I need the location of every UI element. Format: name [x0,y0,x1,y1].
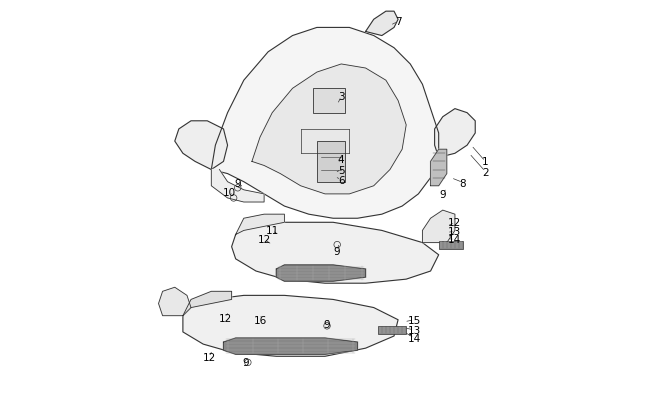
Text: 6: 6 [338,175,344,185]
Bar [317,142,345,182]
Polygon shape [422,211,455,243]
Text: 12: 12 [448,218,461,228]
Polygon shape [430,150,447,186]
Text: 7: 7 [395,17,402,27]
Polygon shape [224,338,358,354]
Polygon shape [211,170,264,202]
Polygon shape [231,223,439,284]
Text: 14: 14 [408,333,421,343]
Text: 9: 9 [439,190,446,199]
Text: 15: 15 [408,315,421,325]
Polygon shape [252,65,406,194]
Text: 12: 12 [203,352,216,362]
Text: 13: 13 [448,227,461,237]
Text: 10: 10 [223,188,236,197]
Bar [313,89,345,113]
Text: 9: 9 [242,358,249,367]
Text: 9: 9 [324,319,330,329]
Text: 3: 3 [338,92,344,102]
Polygon shape [183,292,231,316]
Text: 1: 1 [482,157,489,167]
Polygon shape [211,28,439,219]
Polygon shape [236,215,285,235]
Polygon shape [183,296,398,356]
Text: 13: 13 [408,325,421,335]
Text: 12: 12 [257,235,271,245]
Polygon shape [159,288,191,316]
Text: 4: 4 [338,155,344,165]
Text: 12: 12 [219,313,232,323]
Text: 2: 2 [482,167,489,177]
Polygon shape [276,265,365,281]
Bar [378,326,406,334]
Polygon shape [175,122,228,170]
Text: 9: 9 [235,178,241,188]
Text: 16: 16 [254,315,266,325]
Text: 9: 9 [334,246,341,256]
Text: 14: 14 [448,235,461,245]
Text: 11: 11 [266,226,279,236]
Text: 5: 5 [338,165,344,175]
Text: 8: 8 [460,178,466,188]
Polygon shape [365,12,398,36]
Bar [439,241,463,249]
Polygon shape [435,109,475,158]
